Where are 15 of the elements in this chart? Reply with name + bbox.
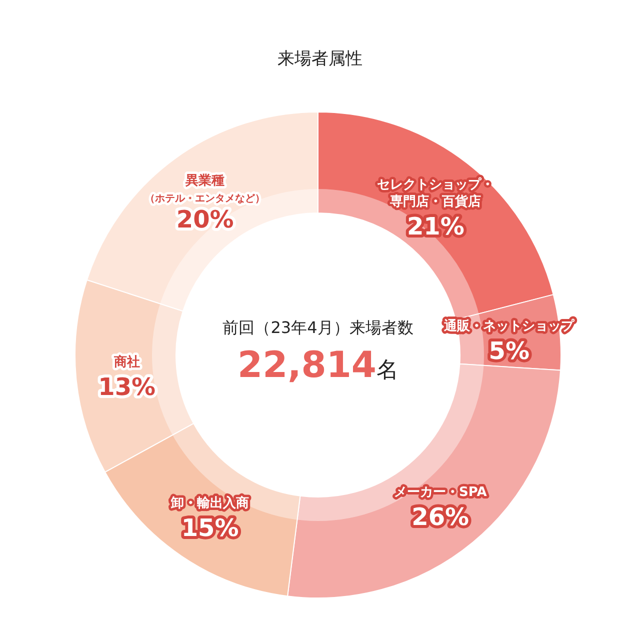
- slice-label: メーカー・SPA: [394, 484, 487, 500]
- slice-label: 卸・輸出入商: [170, 494, 250, 511]
- data-label: 20%: [176, 206, 234, 234]
- data-label: 15%: [181, 514, 239, 542]
- chart-title: 来場者属性: [278, 49, 362, 69]
- text: 前回（23年4月）来場者数: [222, 318, 414, 337]
- text: 22,814: [238, 345, 376, 386]
- slice-label: セレクトショップ・専門店・百貨店: [377, 176, 494, 210]
- data-label: 21%: [406, 212, 464, 240]
- data-label: 5%: [488, 336, 530, 365]
- data-label: 26%: [412, 502, 470, 531]
- data-label: 13%: [98, 373, 156, 402]
- slice-label: 商社: [112, 354, 140, 370]
- slice-label: 異業種（ホテル・エンタメなど）: [145, 174, 266, 205]
- text: 名: [376, 358, 398, 383]
